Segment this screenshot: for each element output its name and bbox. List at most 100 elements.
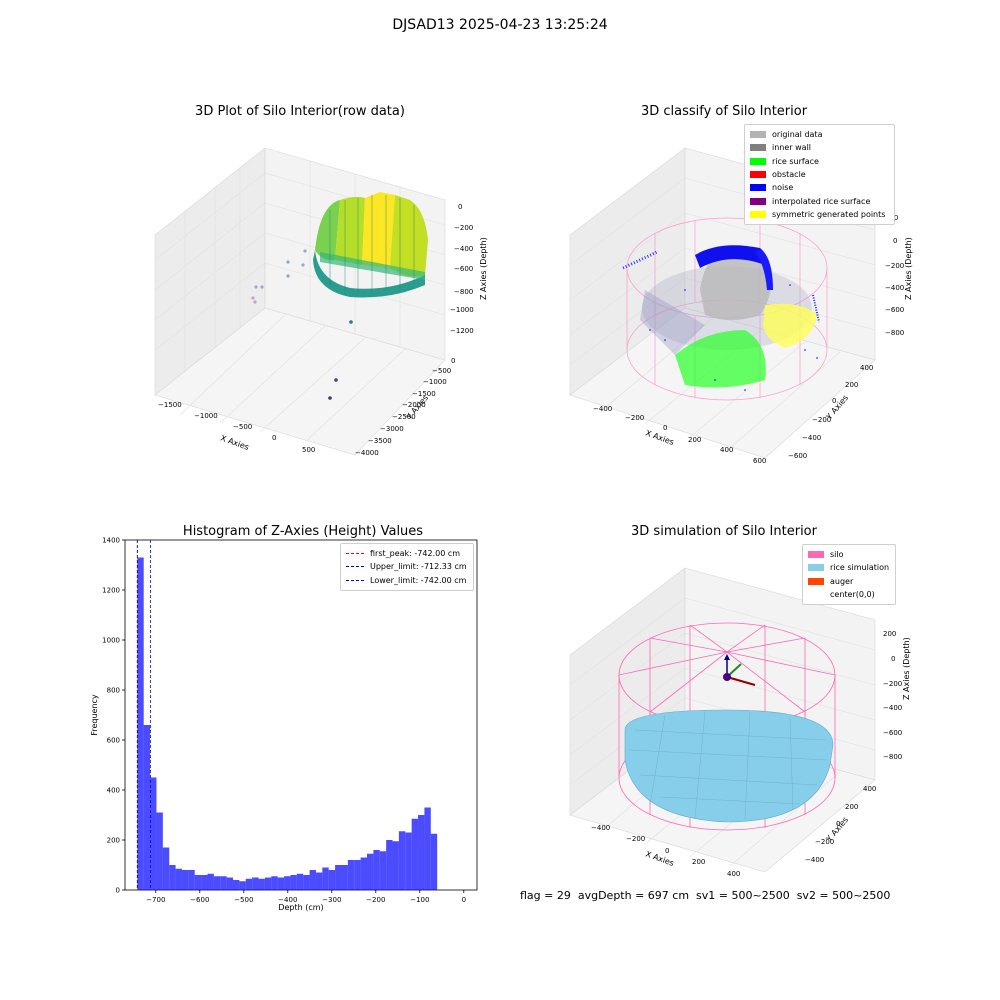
panel4-title: 3D simulation of Silo Interior <box>631 524 817 539</box>
histogram-bar <box>392 841 399 890</box>
svg-text:0: 0 <box>836 820 840 828</box>
svg-text:0: 0 <box>665 847 669 855</box>
svg-text:−200: −200 <box>626 835 645 843</box>
svg-text:−200: −200 <box>885 262 904 270</box>
panel1-zlabel: Z Axies (Depth) <box>479 237 488 300</box>
legend-swatch <box>808 577 824 585</box>
histogram-bar <box>322 867 329 890</box>
svg-text:−2000: −2000 <box>402 401 426 409</box>
legend-entry-center: center(0,0) <box>808 588 890 601</box>
legend-entry-first-peak: first_peak: -742.00 cm <box>346 547 468 560</box>
histogram-y-ticks: 0 200 400 600 800 1000 1200 1400 <box>102 537 125 895</box>
panel4-plot: −400 −200 0 200 400 X Axies 400 200 0 −2… <box>569 567 911 878</box>
panel1-xtick: −500 <box>233 423 252 431</box>
legend-entry-original-data: original data <box>750 128 889 141</box>
histogram-ytick-label: 200 <box>107 837 120 845</box>
histogram-bar <box>175 868 182 890</box>
panel4-legend: silo rice simulation auger center(0,0) <box>802 544 896 606</box>
histogram-xtick-label: −300 <box>322 896 341 904</box>
legend-swatch <box>808 564 824 572</box>
svg-text:−1500: −1500 <box>412 390 436 398</box>
legend-entry-obstacle: obstacle <box>750 168 889 181</box>
histogram-bar <box>290 875 297 890</box>
legend-line <box>346 566 364 568</box>
histogram-ytick-label: 600 <box>107 737 120 745</box>
panel1-yticks: 0 −500 −1000 −1500 −2000 −2500 −3000 −35… <box>355 357 455 457</box>
histogram-bar <box>360 857 367 890</box>
legend-entry-silo: silo <box>808 548 890 561</box>
histogram-xtick-label: −700 <box>146 896 165 904</box>
legend-entry-symmetric-generated-points: symmetric generated points <box>750 208 889 221</box>
panel1-floor-pane <box>154 307 446 456</box>
histogram-bar <box>379 851 387 890</box>
histogram-xtick-label: −500 <box>234 896 253 904</box>
svg-text:200: 200 <box>688 436 701 444</box>
svg-text:0: 0 <box>451 357 455 365</box>
svg-text:−600: −600 <box>788 452 807 460</box>
histogram-bar <box>162 847 170 890</box>
status-footer: flag = 29 avgDepth = 697 cm sv1 = 500~25… <box>520 889 891 902</box>
histogram-bar <box>386 840 393 890</box>
svg-text:−400: −400 <box>593 405 612 413</box>
histogram-bar <box>233 880 240 890</box>
histogram-bar <box>207 873 214 890</box>
histogram-bar <box>328 870 336 890</box>
svg-text:400: 400 <box>727 870 740 878</box>
panel1-xtick: 0 <box>272 434 276 442</box>
legend-entry-lower-limit: Lower_limit: -742.00 cm <box>346 574 468 587</box>
histogram-bar <box>258 878 265 890</box>
svg-text:−3000: −3000 <box>380 425 404 433</box>
histogram-bar <box>194 875 202 890</box>
svg-text:200: 200 <box>883 630 896 638</box>
histogram-bar <box>156 812 163 890</box>
histogram-bar <box>226 877 234 890</box>
legend-entry-auger: auger <box>808 575 890 588</box>
panel2-zlabel: Z Axies (Depth) <box>904 237 913 300</box>
svg-text:200: 200 <box>845 803 858 811</box>
histogram-reference-lines <box>136 540 151 890</box>
panel4-auger <box>723 654 756 686</box>
panel4-zlabel: Z Axies (Depth) <box>902 637 911 700</box>
panel4-xlabel: X Axies <box>644 849 675 868</box>
histogram-plot: −700 −600 −500 −400 −300 −200 −100 0 0 200 400 600… <box>90 537 478 912</box>
histogram-bar <box>418 815 425 890</box>
panel2-title: 3D classify of Silo Interior <box>640 104 808 119</box>
histogram-xlabel: Depth (cm) <box>278 903 323 912</box>
svg-text:−600: −600 <box>454 265 473 273</box>
svg-text:0: 0 <box>893 237 897 245</box>
svg-text:400: 400 <box>863 785 876 793</box>
histogram-bar <box>303 875 310 890</box>
svg-text:−600: −600 <box>885 306 904 314</box>
histogram-bar <box>354 860 361 890</box>
histogram-xtick-label: 0 <box>462 896 466 904</box>
svg-text:−600: −600 <box>883 729 902 737</box>
legend-entry-rice-surface: rice surface <box>750 155 889 168</box>
svg-text:−800: −800 <box>883 753 902 761</box>
histogram-bar <box>367 853 374 890</box>
histogram-bar <box>213 876 221 890</box>
panel3-title: Histogram of Z-Axies (Height) Values <box>182 524 424 539</box>
svg-text:−3500: −3500 <box>368 437 392 445</box>
histogram-xtick-label: −200 <box>366 896 385 904</box>
histogram-bar <box>405 832 412 890</box>
panel2-point-clouds <box>622 245 820 391</box>
legend-swatch <box>808 591 824 599</box>
histogram-bar <box>373 850 380 890</box>
panel2-zticks: 200 0 −200 −400 −600 −800 <box>885 214 904 337</box>
svg-text:400: 400 <box>860 364 873 372</box>
svg-text:−4000: −4000 <box>355 449 379 457</box>
histogram-bar <box>335 865 342 890</box>
histogram-bar <box>264 877 272 890</box>
svg-text:0: 0 <box>832 397 836 405</box>
svg-text:−200: −200 <box>812 416 831 424</box>
legend-entry-rice-simulation: rice simulation <box>808 561 890 574</box>
panel2-legend: original data inner wall rice surface ob… <box>744 124 895 226</box>
histogram-bar <box>284 876 291 890</box>
histogram-bar <box>271 876 278 890</box>
histogram-bar <box>277 877 285 890</box>
histogram-ytick-label: 800 <box>107 687 120 695</box>
histogram-bar <box>424 807 431 890</box>
svg-text:−400: −400 <box>454 245 473 253</box>
legend-swatch <box>750 197 766 205</box>
panel2-xticks: −400 −200 0 200 400 600 <box>593 405 766 465</box>
